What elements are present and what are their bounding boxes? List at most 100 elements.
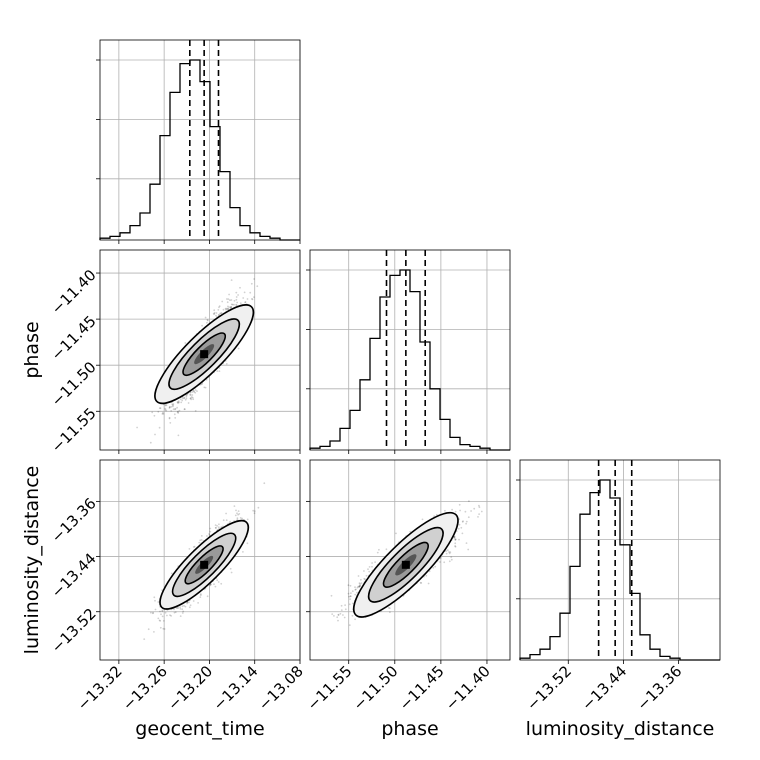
sample-point (244, 301, 247, 304)
sample-point (229, 567, 232, 570)
sample-point (220, 582, 223, 585)
histogram-bars (519, 479, 720, 661)
sample-point (235, 303, 238, 306)
sample-point (212, 312, 215, 315)
sample-point (243, 291, 246, 294)
sample-point (179, 608, 182, 610)
sample-point (213, 311, 216, 314)
sample-point (184, 398, 187, 401)
sample-point (161, 609, 164, 612)
sample-point (242, 297, 245, 299)
sample-point (169, 422, 172, 424)
sample-point (237, 294, 240, 296)
sample-point (228, 306, 231, 309)
sample-point (204, 316, 207, 319)
density-peak (200, 560, 209, 569)
sample-point (225, 308, 227, 311)
sample-point (368, 570, 371, 573)
sample-point (187, 402, 190, 404)
sample-point (421, 518, 424, 521)
sample-point (173, 413, 176, 416)
sample-point (183, 604, 185, 607)
sample-point (157, 601, 160, 603)
sample-point (188, 548, 191, 550)
sample-point (173, 611, 176, 614)
scatter-panel-phase-luminosity_distance (306, 459, 511, 664)
sample-point (164, 611, 167, 614)
sample-point (159, 620, 162, 622)
sample-point (164, 403, 167, 406)
sample-point (149, 441, 152, 444)
sample-point (228, 293, 231, 296)
sample-point (230, 279, 233, 281)
sample-point (182, 610, 185, 613)
sample-point (159, 626, 162, 629)
sample-point (164, 404, 167, 407)
sample-point (241, 517, 244, 520)
sample-point (188, 601, 190, 604)
panel-frame (99, 39, 301, 241)
sample-point (230, 306, 233, 308)
sample-point (172, 405, 174, 408)
sample-point (237, 347, 240, 350)
sample-point (217, 581, 220, 583)
sample-point (216, 370, 219, 372)
sample-point (192, 546, 195, 548)
sample-point (237, 513, 240, 516)
sample-point (176, 406, 178, 409)
sample-point (157, 617, 160, 620)
sample-point (461, 521, 464, 523)
sample-point (331, 613, 334, 615)
sample-point (189, 397, 192, 400)
sample-point (209, 527, 212, 530)
sample-point (168, 417, 171, 420)
sample-point (218, 370, 221, 372)
sample-point (246, 518, 249, 521)
sample-point (236, 518, 239, 521)
sample-point (444, 509, 446, 512)
sample-point (194, 410, 197, 412)
sample-point (225, 519, 228, 521)
sample-point (236, 301, 239, 304)
sample-point (227, 298, 230, 300)
sample-point (333, 615, 335, 617)
sample-point (225, 512, 227, 515)
sample-point (214, 585, 217, 588)
sample-point (239, 286, 241, 289)
sample-point (206, 319, 209, 321)
sample-point (227, 308, 230, 310)
sample-point (200, 535, 203, 537)
sample-point (235, 298, 238, 301)
sample-point (239, 517, 242, 519)
sample-point (233, 299, 236, 302)
sample-point (253, 510, 256, 512)
sample-point (419, 581, 422, 584)
sample-point (183, 408, 186, 411)
sample-point (165, 404, 168, 407)
sample-point (147, 628, 150, 631)
sample-point (189, 393, 191, 396)
sample-point (186, 602, 188, 605)
sample-point (209, 583, 212, 586)
sample-point (169, 614, 171, 616)
sample-point (435, 513, 438, 516)
sample-point (188, 606, 191, 609)
sample-point (337, 619, 339, 622)
sample-point (252, 509, 255, 512)
sample-point (189, 397, 192, 400)
sample-point (162, 627, 165, 630)
sample-point (244, 301, 247, 303)
scatter-panel-geocent_time-luminosity_distance (96, 459, 301, 664)
sample-point (143, 638, 146, 640)
sample-point (174, 417, 177, 419)
sample-point (177, 401, 179, 404)
sample-point (190, 396, 193, 398)
sample-point (174, 611, 177, 613)
sample-point (194, 389, 197, 391)
sample-point (200, 539, 203, 541)
sample-point (164, 408, 167, 411)
sample-point (165, 409, 168, 412)
sample-point (207, 319, 209, 322)
sample-point (450, 558, 453, 561)
sample-point (216, 525, 218, 527)
